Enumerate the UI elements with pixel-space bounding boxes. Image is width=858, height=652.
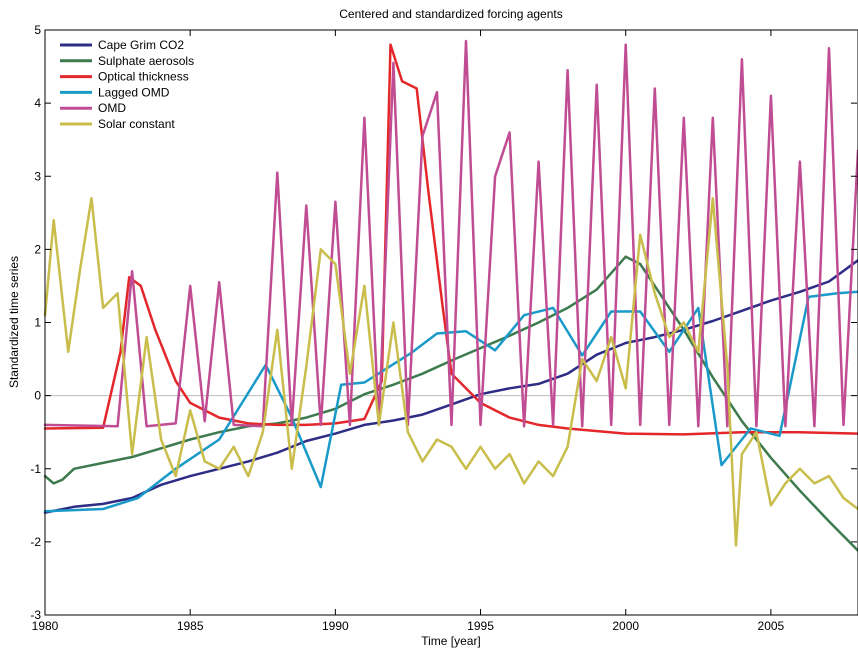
series-layer [43,39,858,552]
y-tick-label: -2 [30,535,41,549]
legend-label-5: Solar constant [98,117,175,131]
x-tick-label: 2000 [612,619,639,633]
y-tick-label: 1 [34,316,41,330]
ticks-layer: 1980 1985 1990 1995 2000 2005 -3 -2 -1 0 1 2 3 4 5 [30,23,857,633]
x-tick-label: 1995 [467,619,494,633]
legend-label-2: Optical thickness [98,70,189,84]
y-tick-label: 2 [34,242,41,256]
x-tick-label: 2005 [758,619,785,633]
series-line-5 [43,196,858,547]
y-tick-label: -3 [30,608,41,622]
legend-label-4: OMD [98,101,126,115]
legend-label-1: Sulphate aerosols [98,54,194,68]
x-tick-label: 1985 [177,619,204,633]
chart-title: Centered and standardized forcing agents [339,7,562,21]
series-line-3 [43,290,858,513]
x-axis-title: Time [year] [421,634,481,648]
legend-label-3: Lagged OMD [98,85,170,99]
x-tick-label: 1990 [322,619,349,633]
series-line-4 [43,39,858,428]
plot-area: 1980 1985 1990 1995 2000 2005 -3 -2 -1 0 1 2 3 4 5 [30,23,858,633]
y-tick-label: 3 [34,169,41,183]
y-tick-label: 4 [34,96,41,110]
x-tick-label: 1980 [32,619,59,633]
legend: Cape Grim CO2 Sulphate aerosols Optical th… [60,38,194,131]
y-tick-label: -1 [30,462,41,476]
y-tick-label: 0 [34,389,41,403]
y-axis-title: Standardized time series [7,256,21,388]
y-tick-label: 5 [34,23,41,37]
legend-label-0: Cape Grim CO2 [98,38,184,52]
